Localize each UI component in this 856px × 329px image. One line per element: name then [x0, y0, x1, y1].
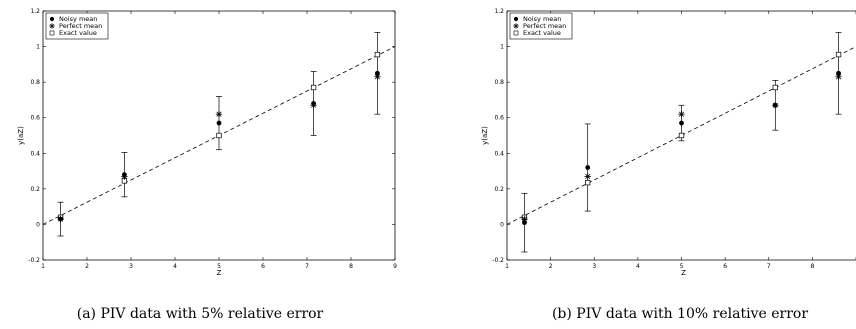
noisy-mean-marker [58, 216, 63, 222]
legend-label: Perfect mean [523, 22, 566, 30]
subfigure-caption: (b) PIV data with 10% relative error [552, 306, 808, 322]
x-tick-label: 8 [810, 263, 814, 270]
x-tick-label: 7 [305, 263, 309, 270]
exact-value-marker [374, 51, 381, 58]
y-tick-label: 0.8 [30, 79, 40, 86]
legend-dot-icon [513, 16, 519, 22]
x-tick-label: 1 [505, 263, 509, 270]
y-tick-label: 1 [36, 44, 40, 51]
chart-panel-a: 1 2 3 4 5 6 7 8 9 -0.2 0 0.2 0.4 0.6 0.8 1 1.2 Zy(aZ) Nois… [17, 8, 397, 322]
y-tick-label: 0 [36, 221, 40, 228]
x-tick-label: 9 [393, 263, 397, 270]
legend-box [509, 12, 573, 40]
y-tick-label: 0.2 [30, 186, 40, 193]
legend-square-icon [49, 30, 55, 36]
legend-star-icon [513, 23, 519, 29]
perfect-mean-marker [521, 215, 528, 223]
y-axis-label: y(aZ) [17, 126, 25, 145]
y-tick-label: 1 [500, 44, 504, 51]
exact-value-marker [678, 132, 685, 139]
x-tick-label: 8 [349, 263, 353, 270]
x-tick-label: 5 [680, 263, 684, 270]
y-tick-label: 0.8 [494, 79, 504, 86]
legend-box [45, 12, 109, 40]
star-stroke [836, 74, 842, 80]
y-tick-label: 0.6 [30, 115, 40, 122]
exact-value-marker [216, 132, 222, 139]
y-tick-label: 1.2 [30, 8, 40, 15]
legend-star-icon [49, 23, 55, 29]
x-tick-label: 2 [85, 263, 89, 270]
perfect-mean-marker [678, 110, 685, 118]
noisy-mean-marker [836, 70, 841, 76]
star-stroke [521, 216, 527, 222]
x-tick-label: 7 [767, 263, 771, 270]
legend-label: Noisy mean [523, 15, 561, 23]
legend-label: Exact value [59, 29, 97, 37]
x-axis-label: Z [681, 269, 686, 277]
perfect-mean-marker [215, 110, 223, 118]
x-tick-label: 3 [592, 263, 596, 270]
x-tick-label: 3 [129, 263, 133, 270]
legend-label: Perfect mean [59, 22, 102, 30]
noisy-mean-marker [375, 70, 380, 76]
y-tick-label: 0.4 [494, 150, 504, 157]
y-tick-label: 1.2 [494, 8, 504, 15]
x-tick-label: 4 [636, 263, 640, 270]
subfigure-caption: (a) PIV data with 5% relative error [77, 306, 324, 322]
x-tick-label: 5 [217, 263, 221, 270]
noisy-mean-marker [679, 120, 684, 126]
x-tick-label: 2 [549, 263, 553, 270]
perfect-mean-marker [584, 173, 591, 180]
y-tick-label: -0.2 [492, 257, 504, 264]
legend-square-icon [513, 30, 519, 36]
x-axis-label: Z [217, 269, 222, 277]
legend-label: Exact value [523, 29, 561, 37]
x-tick-label: 6 [723, 263, 727, 270]
exact-value-marker [772, 84, 778, 91]
chart-panel-b: 1 2 3 4 5 6 7 8 -0.2 0 0.2 0.4 0.6 0.8 1 1.2 Zy(aZ) Noisy… [481, 8, 856, 322]
noisy-mean-marker [772, 102, 778, 108]
y-tick-label: 0.6 [494, 115, 504, 122]
noisy-mean-marker [311, 101, 316, 106]
y-axis-label: y(aZ) [481, 126, 489, 145]
y-tick-label: 0.4 [30, 150, 40, 157]
y-tick-label: 0 [500, 221, 504, 228]
x-tick-label: 4 [173, 263, 177, 270]
exact-value-marker [835, 51, 842, 58]
y-tick-label: 0.2 [494, 186, 504, 193]
x-tick-label: 6 [261, 263, 265, 270]
y-tick-label: -0.2 [28, 257, 40, 264]
x-tick-label: 1 [41, 263, 45, 270]
noisy-mean-marker [216, 120, 222, 126]
legend-dot-icon [49, 16, 55, 22]
legend-label: Noisy mean [59, 15, 97, 23]
noisy-mean-marker [585, 165, 591, 170]
exact-value-marker [310, 84, 317, 91]
star-stroke [585, 173, 591, 179]
dashed-fit-line [506, 46, 856, 225]
star-stroke [513, 23, 519, 29]
noisy-mean-marker [522, 220, 527, 226]
star-stroke [216, 111, 222, 117]
exact-value-marker [585, 179, 591, 186]
star-stroke [678, 111, 685, 117]
star-stroke [374, 74, 380, 80]
star-stroke [49, 23, 55, 29]
noisy-mean-marker [122, 172, 127, 178]
